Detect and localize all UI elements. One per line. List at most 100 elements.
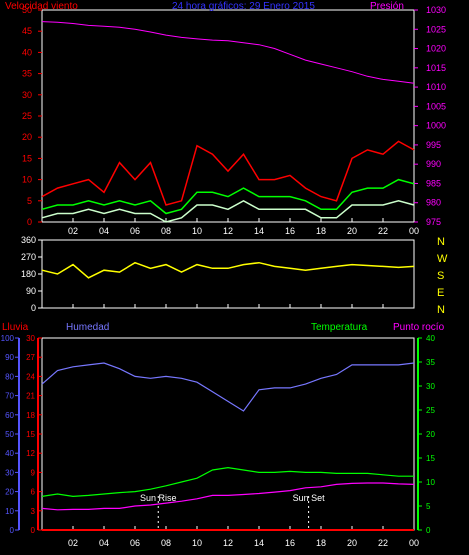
x-tick-label: 18 — [316, 538, 326, 548]
direction-line-0 — [41, 261, 415, 279]
humidity-tick-label: 40 — [5, 449, 14, 458]
series-line-0 — [41, 362, 415, 412]
wind-pressure-chart: Velocidad viento 24 hora gráficos: 29 En… — [5, 1, 446, 236]
wind-direction-grid — [38, 239, 415, 309]
x-tick-label: 12 — [223, 538, 233, 548]
temperature-tick-label: 35 — [426, 358, 435, 367]
compass-label: N — [437, 304, 445, 316]
x-tick-label: 10 — [192, 226, 202, 236]
x-tick-label: 10 — [192, 538, 202, 548]
rain-tick-label: 24 — [26, 372, 35, 381]
x-tick-label: 14 — [254, 538, 264, 548]
wind-pressure-series — [41, 21, 415, 223]
pressure-tick-label: 1010 — [426, 82, 446, 92]
humidity-tick-labels: 0 10 20 30 40 50 60 70 80 90 100 — [1, 334, 15, 535]
pressure-tick-label: 995 — [426, 140, 441, 150]
rain-tick-labels: 0 3 6 9 12 15 18 21 24 27 30 — [26, 334, 35, 535]
temp-humidity-chart: Lluvia Humedad Temperatura Punto rocío 0… — [1, 322, 445, 548]
rain-tick-label: 21 — [26, 392, 35, 401]
direction-tick-label: 180 — [21, 269, 36, 279]
pressure-tick-label: 1000 — [426, 121, 446, 131]
rain-tick-label: 18 — [26, 411, 35, 420]
direction-tick-labels: 0 90 180 270 360 — [21, 235, 36, 313]
x-tick-label: 00 — [409, 538, 419, 548]
rain-tick-label: 15 — [26, 430, 35, 439]
temperature-axis-label: Temperatura — [311, 322, 368, 333]
direction-tick-label: 360 — [21, 235, 36, 245]
temperature-tick-label: 25 — [426, 406, 435, 415]
wind-tick-label: 5 — [27, 196, 32, 206]
series-line-2 — [41, 482, 415, 511]
x-tick-label: 12 — [223, 226, 233, 236]
wind-pressure-plot-area — [41, 9, 415, 223]
pressure-tick-labels: 975 980 985 990 995 1000 1005 1010 1015 1020 1025 1… — [426, 5, 446, 227]
temperature-tick-label: 5 — [426, 502, 431, 511]
compass-label: N — [437, 236, 445, 248]
temperature-tick-label: 40 — [426, 334, 435, 343]
pressure-tick-label: 975 — [426, 217, 441, 227]
humidity-tick-label: 0 — [10, 526, 15, 535]
wind-pressure-grid — [38, 9, 418, 223]
wind-tick-label: 0 — [27, 217, 32, 227]
rain-tick-label: 12 — [26, 449, 35, 458]
pressure-axis-label: Presión — [370, 1, 404, 12]
pressure-tick-label: 1020 — [426, 44, 446, 54]
humidity-tick-label: 20 — [5, 488, 14, 497]
compass-label: S — [437, 270, 444, 282]
direction-tick-label: 270 — [21, 252, 36, 262]
direction-tick-label: 90 — [26, 286, 36, 296]
sun-marker-label: Sun Rise — [140, 493, 177, 503]
x-tick-label: 16 — [285, 538, 295, 548]
wind-pressure-x-tick-labels: 02 04 06 08 10 12 14 16 18 20 22 00 — [68, 226, 419, 236]
rain-tick-label: 6 — [31, 488, 36, 497]
wind-tick-label: 30 — [22, 90, 32, 100]
pressure-tick-label: 990 — [426, 159, 441, 169]
series-line-2 — [41, 178, 415, 215]
x-tick-label: 22 — [378, 226, 388, 236]
x-tick-label: 06 — [130, 538, 140, 548]
dewpoint-axis-label: Punto rocío — [393, 322, 445, 333]
rain-tick-label: 27 — [26, 353, 35, 362]
pressure-tick-label: 1005 — [426, 101, 446, 111]
sun-marker-label: Sun Set — [293, 493, 326, 503]
pressure-tick-label: 1025 — [426, 24, 446, 34]
x-tick-label: 02 — [68, 226, 78, 236]
humidity-tick-label: 70 — [5, 392, 14, 401]
humidity-tick-label: 100 — [1, 334, 15, 343]
x-tick-label: 22 — [378, 538, 388, 548]
wind-tick-label: 50 — [22, 5, 32, 15]
compass-label: E — [437, 287, 444, 299]
pressure-tick-label: 985 — [426, 178, 441, 188]
pressure-tick-label: 1015 — [426, 63, 446, 73]
humidity-tick-label: 50 — [5, 430, 14, 439]
pressure-tick-label: 1030 — [426, 5, 446, 15]
humidity-axis-label: Humedad — [66, 322, 109, 333]
temperature-tick-label: 30 — [426, 382, 435, 391]
chart-title: 24 hora gráficos: 29 Enero 2015 — [172, 1, 315, 12]
sun-annotations: Sun Rise Sun Set — [140, 493, 325, 530]
temperature-tick-label: 20 — [426, 430, 435, 439]
x-tick-label: 20 — [347, 226, 357, 236]
x-tick-label: 04 — [99, 538, 109, 548]
rain-tick-label: 30 — [26, 334, 35, 343]
humidity-tick-label: 80 — [5, 372, 14, 381]
humidity-tick-label: 90 — [5, 353, 14, 362]
temperature-tick-label: 10 — [426, 478, 435, 487]
temp-humidity-plot-area — [41, 337, 415, 531]
temperature-tick-label: 15 — [426, 454, 435, 463]
x-tick-label: 08 — [161, 538, 171, 548]
temperature-tick-label: 0 — [426, 526, 431, 535]
temperature-tick-labels: 0 5 10 15 20 25 30 35 40 — [426, 334, 435, 535]
humidity-tick-label: 10 — [5, 507, 14, 516]
wind-tick-label: 40 — [22, 47, 32, 57]
wind-tick-label: 35 — [22, 69, 32, 79]
x-tick-label: 14 — [254, 226, 264, 236]
wind-direction-series — [41, 261, 415, 279]
pressure-tick-label: 980 — [426, 198, 441, 208]
x-tick-label: 16 — [285, 226, 295, 236]
x-tick-label: 18 — [316, 226, 326, 236]
series-line-1 — [41, 140, 415, 206]
